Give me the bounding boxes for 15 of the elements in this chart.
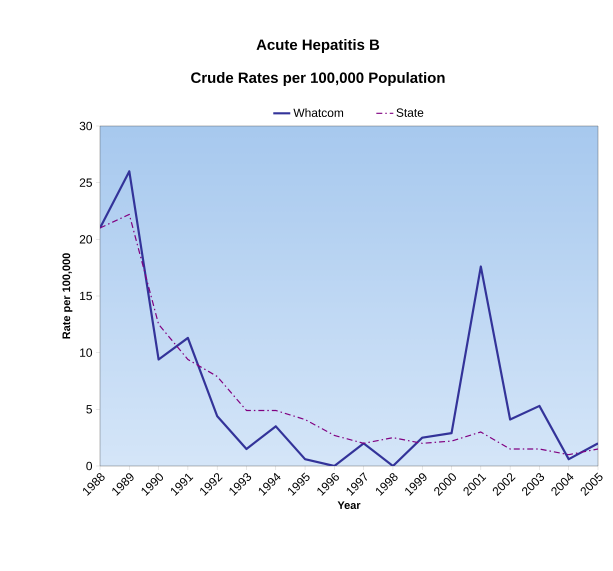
y-tick-label: 30: [80, 122, 92, 130]
chart-subtitle: Crude Rates per 100,000 Population: [191, 72, 445, 86]
y-tick-label: 10: [80, 348, 92, 357]
y-axis-title: Rate per 100,000: [62, 253, 72, 339]
x-axis-title: Year: [338, 501, 360, 510]
chart-title: Acute Hepatitis B: [256, 39, 380, 53]
y-tick-label: 25: [80, 178, 92, 187]
legend-label: Whatcom: [293, 108, 344, 118]
y-tick-label: 15: [80, 292, 92, 300]
line-series: [100, 170, 598, 466]
y-tick-label: 0: [86, 462, 92, 470]
line-series: [100, 214, 598, 456]
y-tick-label: 5: [86, 405, 92, 414]
legend-label: State: [396, 108, 424, 117]
y-tick-label: 20: [80, 235, 92, 244]
